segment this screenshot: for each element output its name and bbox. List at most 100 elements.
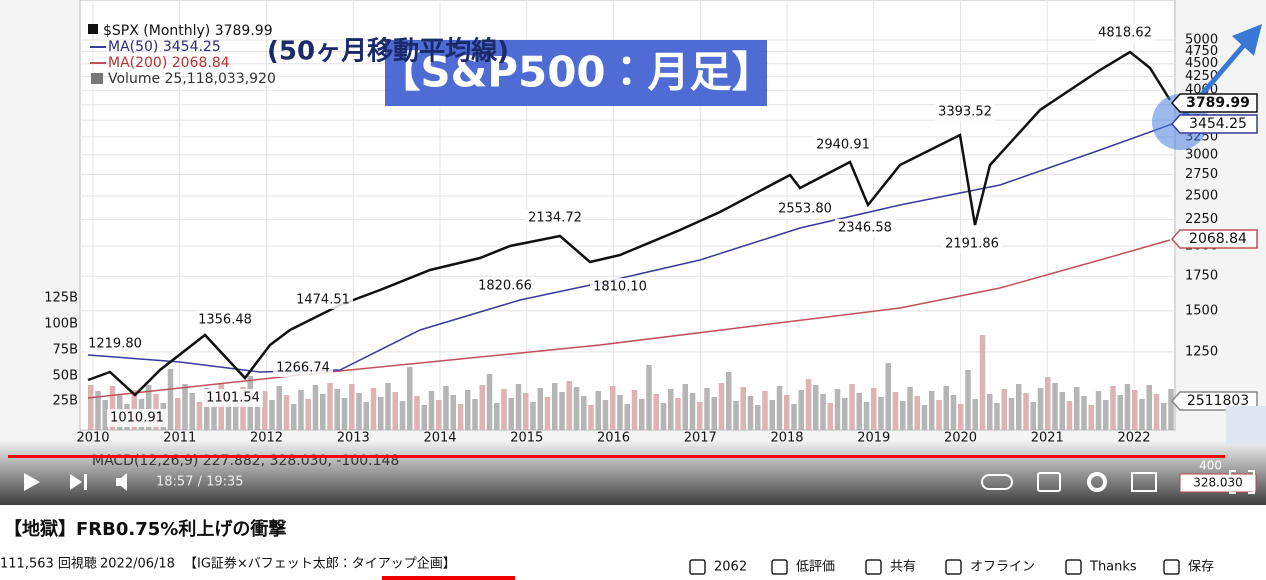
- volume-bar: [320, 394, 326, 430]
- action-label[interactable]: 2062: [714, 560, 747, 575]
- volume-bar: [718, 383, 725, 430]
- volume-bar: [262, 391, 268, 430]
- channel-thumb[interactable]: [1226, 406, 1266, 444]
- volume-bar: [88, 385, 94, 430]
- annotation: 1474.51: [296, 293, 350, 308]
- legend-price: $SPX (Monthly) 3789.99: [103, 23, 273, 39]
- volume-bar: [378, 397, 384, 430]
- volume-bar: [573, 387, 580, 430]
- volume-bar: [1110, 386, 1116, 430]
- video-tag[interactable]: 【IG証券×バフェット太郎：タイアップ企画】: [184, 557, 456, 572]
- legend-icon: [88, 24, 98, 34]
- play-button[interactable]: [24, 473, 40, 491]
- volume-bar: [167, 369, 174, 430]
- volume-bar: [878, 397, 884, 430]
- volume-bar: [189, 393, 195, 430]
- volume-button[interactable]: [116, 473, 127, 491]
- volume-bar: [813, 385, 819, 430]
- next-button[interactable]: [70, 474, 82, 490]
- video-title: 【地獄】FRB0.75%利上げの衝撃: [4, 518, 286, 540]
- volume-bar: [523, 393, 529, 430]
- annotation-bg: [475, 277, 535, 295]
- volume-bar: [283, 395, 290, 430]
- settings-button[interactable]: [1087, 472, 1107, 492]
- macd-tag: 328.030: [1193, 476, 1243, 490]
- volume-bar: [1059, 392, 1065, 430]
- volume-bar: [733, 401, 739, 430]
- annotation-bg: [293, 291, 353, 309]
- volume-bar: [1023, 393, 1029, 430]
- subscribe-button[interactable]: [382, 576, 515, 580]
- volume-bar: [827, 403, 833, 430]
- volume-bar: [602, 400, 609, 430]
- volume-bar: [1132, 390, 1138, 430]
- volume-bar: [726, 372, 732, 430]
- volume-bar: [276, 386, 282, 430]
- action-label[interactable]: オフライン: [970, 560, 1035, 575]
- volume-bar: [856, 393, 862, 430]
- volume-bar: [421, 405, 427, 430]
- volume-bar: [1008, 398, 1015, 430]
- volume-bar: [269, 400, 275, 430]
- macd-axis: 400: [1199, 459, 1222, 473]
- subtitles-button[interactable]: [1037, 472, 1061, 492]
- volume-bar: [675, 398, 681, 430]
- action-label[interactable]: 共有: [890, 560, 916, 575]
- volume-bar: [146, 385, 152, 430]
- annotation: 2191.86: [945, 237, 999, 252]
- volume-bar: [907, 387, 913, 430]
- volume-bar: [1124, 384, 1131, 430]
- miniplayer-button[interactable]: [1131, 472, 1157, 492]
- volume-bar: [341, 398, 348, 430]
- price-tag: 2068.84: [1189, 231, 1247, 247]
- annotation: 2346.58: [838, 221, 892, 236]
- volume-bar: [233, 401, 239, 430]
- volume-bar: [849, 384, 855, 430]
- controls-shade: [0, 440, 1266, 505]
- action-icon: [1163, 559, 1180, 575]
- volume-bar: [885, 363, 891, 430]
- volume-bar: [428, 391, 435, 430]
- volume-bar: [537, 388, 543, 430]
- volume-bar: [1153, 394, 1160, 430]
- progress-bar[interactable]: [8, 455, 1225, 458]
- volume-bar: [1037, 388, 1044, 430]
- price-axis-label: 2250: [1185, 212, 1218, 227]
- volume-bar: [740, 387, 746, 430]
- volume-bar: [631, 390, 638, 430]
- volume-bar: [291, 404, 297, 430]
- annotation: 1810.10: [593, 280, 647, 295]
- fullscreen-button[interactable]: [1229, 470, 1255, 494]
- volume-bar: [436, 400, 442, 430]
- volume-bar: [182, 384, 188, 430]
- volume-bar: [689, 393, 696, 430]
- action-label[interactable]: Thanks: [1089, 560, 1137, 575]
- price-tag: 3789.99: [1186, 95, 1250, 111]
- arrow-head: [1232, 24, 1262, 56]
- action-icon: [865, 559, 882, 575]
- volume-bar: [1161, 403, 1167, 430]
- autoplay-toggle[interactable]: [981, 474, 1013, 490]
- price-axis-label: 1500: [1185, 303, 1218, 318]
- volume-bar: [465, 390, 471, 430]
- action-label[interactable]: 保存: [1188, 560, 1214, 575]
- volume-axis-label: 50B: [53, 369, 78, 384]
- time: 18:57 / 19:35: [156, 475, 244, 490]
- price-tag-box: [1170, 114, 1258, 134]
- volume-bar: [443, 386, 449, 430]
- volume-bar: [646, 365, 652, 430]
- volume-bar: [204, 388, 210, 430]
- volume-bar: [1001, 389, 1007, 430]
- annotation: 2134.72: [528, 211, 582, 226]
- volume-bar: [392, 392, 398, 430]
- volume-bar: [1103, 400, 1109, 430]
- annotation-bg: [590, 278, 650, 296]
- legend-icon: [91, 73, 103, 84]
- volume-bar: [457, 404, 464, 430]
- price-tag: 2511803: [1187, 393, 1249, 409]
- price-tag-box: [1170, 229, 1258, 249]
- volume-bar: [334, 389, 340, 430]
- price-tag: 3454.25: [1189, 116, 1247, 132]
- action-label[interactable]: 低評価: [796, 560, 835, 575]
